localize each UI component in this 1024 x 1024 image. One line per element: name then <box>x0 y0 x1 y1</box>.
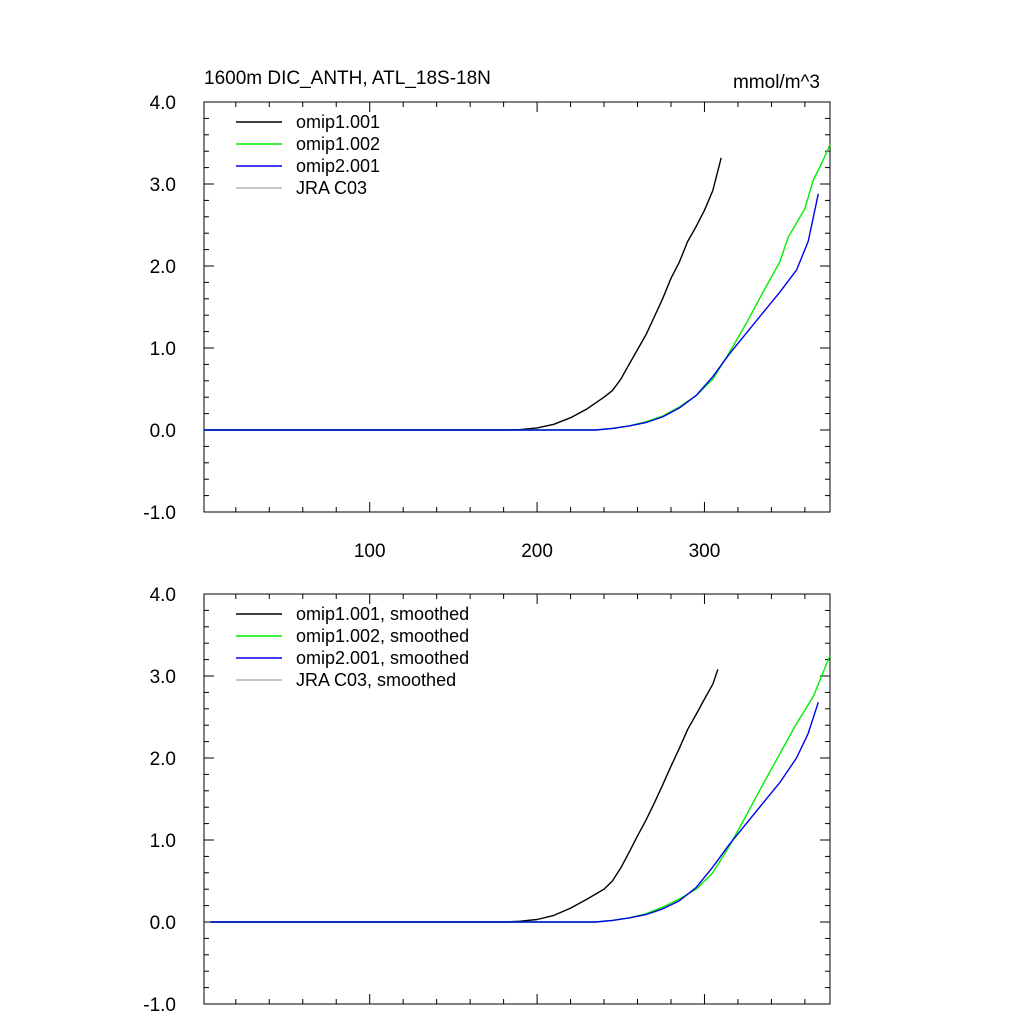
y-tick-label: 0.0 <box>150 421 176 442</box>
top-panel: -1.0 0.0 1.0 2.0 3.0 4.0 100 200 300 1600m DIC_AN… <box>143 68 831 562</box>
y-tick-label: 1.0 <box>150 339 176 360</box>
x-tick-label: 200 <box>521 541 553 562</box>
units-label: mmol/m^3 <box>733 72 820 93</box>
legend-label: omip2.001 <box>296 156 380 176</box>
y-tick-label: 3.0 <box>150 667 176 688</box>
y-tick-label: 2.0 <box>150 749 176 770</box>
plot-frame <box>203 101 831 513</box>
x-tick-label: 300 <box>689 541 721 562</box>
series-line-2 <box>210 701 819 923</box>
legend-label: omip1.001, smoothed <box>296 604 469 624</box>
series-line-1 <box>210 655 831 923</box>
legend-label: omip1.002, smoothed <box>296 626 469 646</box>
plot-frame <box>203 593 831 1005</box>
legend-label: omip1.001 <box>296 112 380 132</box>
y-tick-label: 3.0 <box>150 175 176 196</box>
series-line-0 <box>204 157 722 431</box>
y-tick-label: -1.0 <box>143 995 176 1016</box>
legend-label: omip1.002 <box>296 134 380 154</box>
y-tick-label: 4.0 <box>150 93 176 114</box>
legend-label: JRA C03, smoothed <box>296 670 456 690</box>
y-tick-label: 1.0 <box>150 831 176 852</box>
x-tick-label: 100 <box>354 541 386 562</box>
y-tick-label: 2.0 <box>150 257 176 278</box>
chart-title: 1600m DIC_ANTH, ATL_18S-18N <box>204 68 491 89</box>
y-tick-label: 4.0 <box>150 585 176 606</box>
legend-label: omip2.001, smoothed <box>296 648 469 668</box>
y-tick-label: 0.0 <box>150 913 176 934</box>
legend-label: JRA C03 <box>296 178 367 198</box>
y-tick-label: -1.0 <box>143 503 176 524</box>
series-line-2 <box>204 193 819 431</box>
series-line-0 <box>210 669 719 923</box>
